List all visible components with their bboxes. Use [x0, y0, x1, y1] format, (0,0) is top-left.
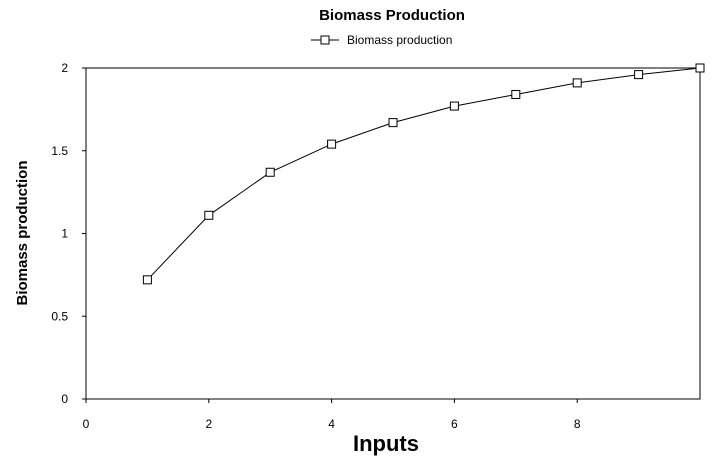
data-point: [511, 89, 521, 99]
x-tick-label: 4: [328, 417, 335, 431]
series-biomass-production: [142, 63, 705, 285]
y-tick-label: 2: [61, 61, 68, 75]
x-axis: 0 2 4 6 8: [83, 399, 581, 431]
legend-marker: [320, 35, 330, 45]
data-point: [449, 101, 459, 111]
data-point: [634, 70, 644, 80]
data-point: [695, 63, 705, 73]
data-point: [327, 139, 337, 149]
x-tick-label: 8: [574, 417, 581, 431]
y-tick-label: 0: [61, 392, 68, 406]
chart-title: Biomass Production: [319, 7, 465, 24]
data-point: [265, 167, 275, 177]
x-tick-label: 0: [83, 417, 90, 431]
data-point: [142, 275, 152, 285]
x-axis-label: Inputs: [353, 431, 419, 456]
legend-label: Biomass production: [347, 33, 452, 47]
data-point: [388, 118, 398, 128]
y-axis: 0 0.5 1 1.5 2: [51, 61, 86, 406]
plot-area: [85, 67, 701, 400]
data-point: [572, 78, 582, 88]
y-tick-label: 0.5: [51, 309, 68, 323]
y-tick-label: 1: [61, 227, 68, 241]
series-line: [147, 67, 701, 281]
x-tick-label: 2: [205, 417, 212, 431]
y-tick-label: 1.5: [51, 144, 68, 158]
data-point: [204, 210, 214, 220]
x-tick-label: 6: [451, 417, 458, 431]
y-axis-label: Biomass production: [14, 160, 31, 305]
legend: Biomass production: [311, 33, 452, 47]
